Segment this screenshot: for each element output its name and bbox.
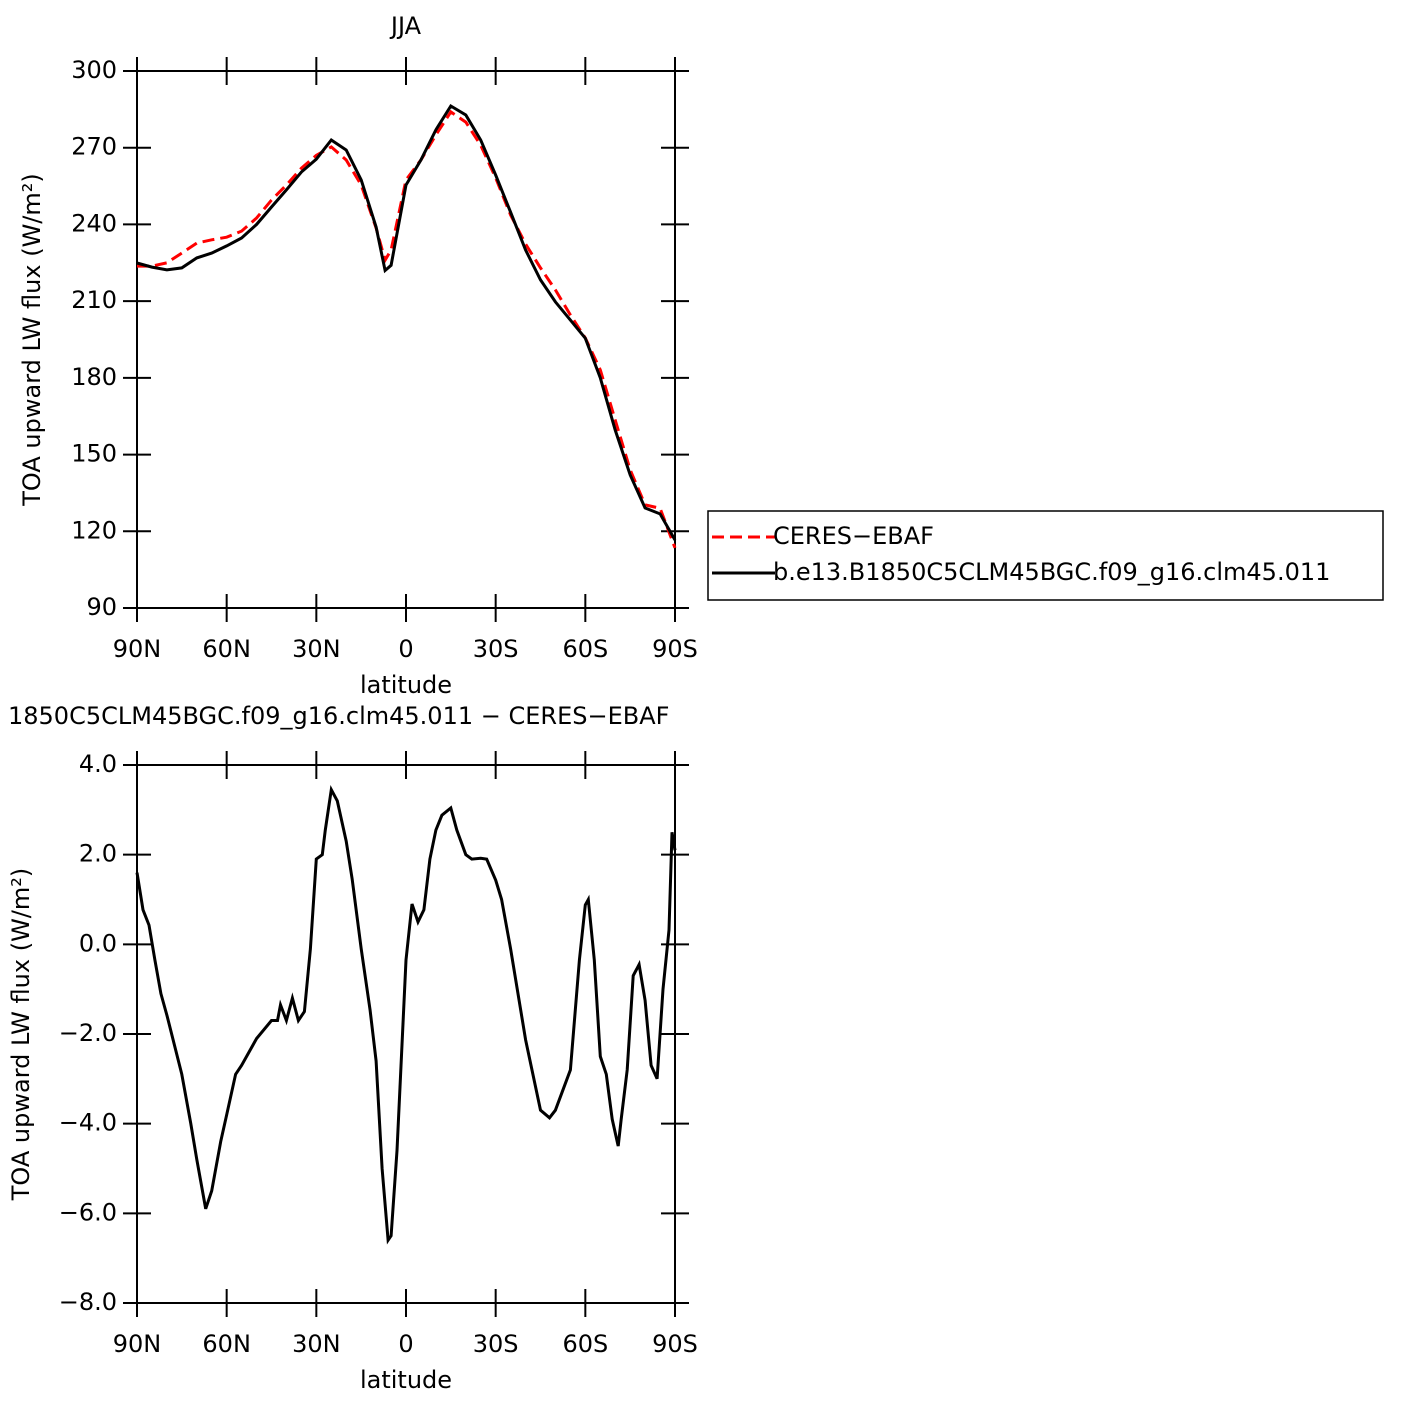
y-tick-label: 4.0 [79, 750, 117, 778]
y-tick-label: 210 [71, 286, 117, 314]
x-tick-label: 0 [398, 1330, 413, 1358]
x-axis-label: latitude [360, 1366, 452, 1394]
x-tick-label: 30S [473, 635, 519, 663]
x-tick-label: 60N [202, 1330, 251, 1358]
x-tick-label: 30S [473, 1330, 519, 1358]
y-tick-label: −4.0 [59, 1109, 117, 1137]
y-axis-label: TOA upward LW flux (W/m²) [18, 173, 46, 507]
plot-frame [136, 764, 676, 1304]
y-tick-label: 270 [71, 133, 117, 161]
y-tick-label: 2.0 [79, 840, 117, 868]
y-tick-label: 90 [86, 593, 117, 621]
series-line [135, 784, 677, 1245]
x-tick-label: 90N [113, 1330, 162, 1358]
chart-title: JJA [389, 12, 422, 40]
y-tick-label: 240 [71, 209, 117, 237]
x-tick-label: 60S [562, 635, 608, 663]
x-axis-label: latitude [360, 671, 452, 699]
y-tick-label: −2.0 [59, 1019, 117, 1047]
y-tick-label: 0.0 [79, 929, 117, 957]
legend-box [707, 510, 1384, 601]
y-tick-label: −6.0 [59, 1198, 117, 1226]
x-tick-label: 30N [292, 635, 341, 663]
legend-label: CERES−EBAF [773, 522, 934, 550]
x-tick-label: 90N [113, 635, 162, 663]
x-tick-label: 90S [652, 635, 698, 663]
series-line [136, 103, 677, 541]
x-tick-label: 0 [398, 635, 413, 663]
y-axis-label: TOA upward LW flux (W/m²) [7, 868, 35, 1202]
y-tick-label: −8.0 [59, 1288, 117, 1316]
series-line [137, 109, 677, 549]
x-tick-label: 30N [292, 1330, 341, 1358]
y-tick-label: 300 [71, 56, 117, 84]
x-tick-label: 90S [652, 1330, 698, 1358]
y-tick-label: 150 [71, 440, 117, 468]
plot-frame [136, 70, 676, 609]
chart-title: 1850C5CLM45BGC.f09_g16.clm45.011 − CERES… [8, 702, 669, 730]
legend-label: b.e13.B1850C5CLM45BGC.f09_g16.clm45.011 [773, 558, 1330, 586]
y-tick-label: 180 [71, 363, 117, 391]
x-tick-label: 60S [562, 1330, 608, 1358]
y-tick-label: 120 [71, 516, 117, 544]
x-tick-label: 60N [202, 635, 251, 663]
